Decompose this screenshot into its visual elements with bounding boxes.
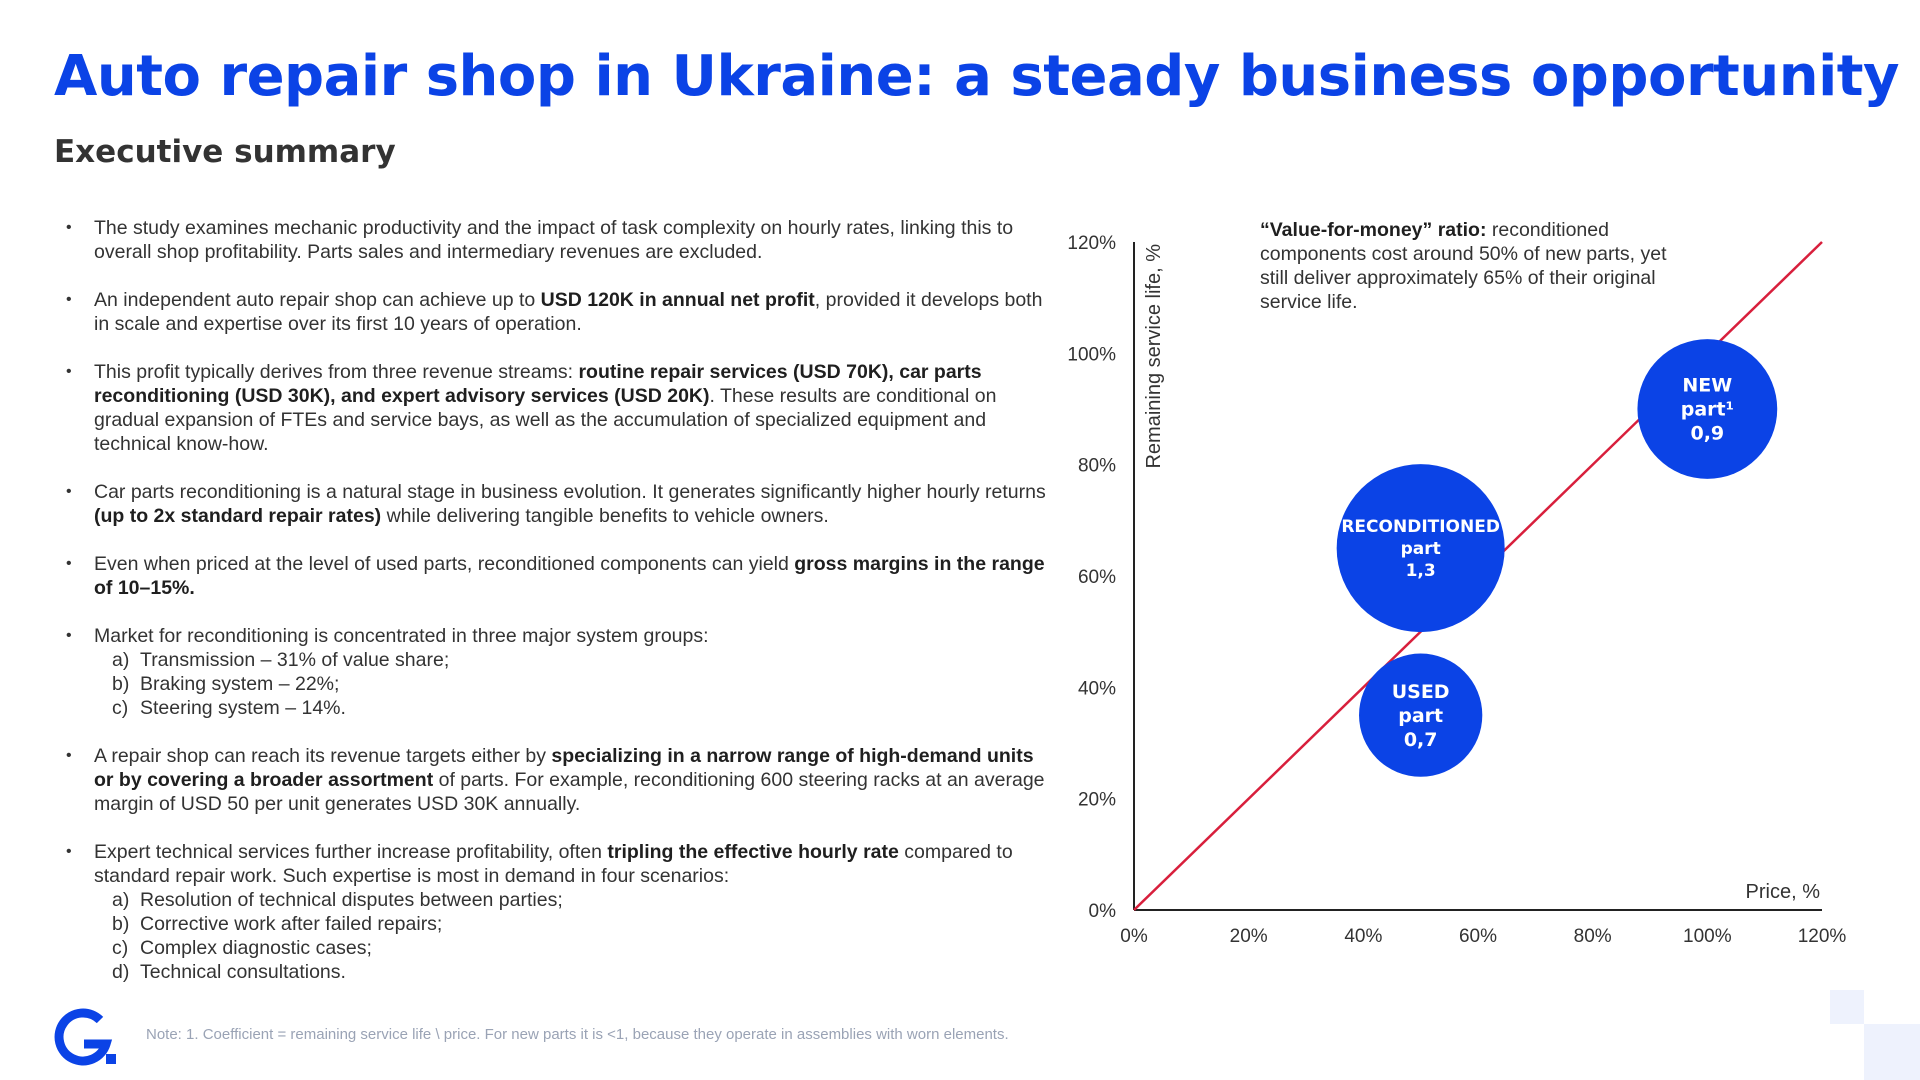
sub-list-item: b) Corrective work after failed repairs;: [94, 912, 1046, 936]
x-axis-label: Price, %: [1746, 881, 1821, 903]
bullet-text: This profit typically derives from three…: [94, 360, 1046, 456]
x-tick-label: 80%: [1574, 926, 1612, 947]
bullet-text-run: Expert technical services further increa…: [94, 841, 608, 863]
sub-list-letter: b): [112, 673, 130, 695]
sub-list: a) Transmission – 31% of value share; b) Br…: [94, 648, 1046, 720]
sub-list-item: a) Resolution of technical disputes betwe…: [94, 888, 1046, 912]
bullet-text: Market for reconditioning is concentrate…: [94, 624, 1046, 648]
sub-list-item: c) Steering system – 14%.: [94, 696, 1046, 720]
sub-list-text: Technical consultations.: [140, 961, 346, 983]
sub-list-item: b) Braking system – 22%;: [94, 672, 1046, 696]
sub-list-item: c) Complex diagnostic cases;: [94, 936, 1046, 960]
sub-list-letter: b): [112, 913, 130, 935]
bullet-text: Even when priced at the level of used pa…: [94, 552, 1046, 600]
corner-decoration: [1830, 990, 1864, 1024]
bullet-text-run: Market for reconditioning is concentrate…: [94, 625, 709, 647]
y-tick-label: 0%: [1089, 901, 1117, 922]
bubble-label: RECONDITIONED: [1341, 517, 1500, 537]
bullet-text-run: The study examines mechanic productivity…: [94, 217, 1014, 263]
annotation-text: reconditioned components cost around 50%…: [1260, 219, 1667, 313]
sub-list-text: Transmission – 31% of value share;: [140, 649, 450, 671]
y-tick-label: 20%: [1078, 790, 1116, 811]
bullet-text-bold: specializing in a narrow range of high-d…: [94, 745, 1034, 791]
bullet-text-bold: routine repair services (USD 70K), car p…: [94, 361, 982, 407]
x-tick-label: 100%: [1683, 926, 1732, 947]
sub-list-text: Braking system – 22%;: [140, 673, 340, 695]
sub-list-text: Steering system – 14%.: [140, 697, 346, 719]
bullet-text-run: compared to standard repair work. Such e…: [94, 841, 1013, 887]
summary-bullet-list: The study examines mechanic productivity…: [66, 216, 1046, 1008]
summary-bullet: An independent auto repair shop can achi…: [66, 288, 1046, 336]
bullet-text: An independent auto repair shop can achi…: [94, 288, 1046, 336]
bubble: [1359, 653, 1483, 777]
bullet-text-run: Even when priced at the level of used pa…: [94, 553, 795, 575]
summary-bullet: Market for reconditioning is concentrate…: [66, 624, 1046, 720]
bullet-text-run: while delivering tangible benefits to ve…: [381, 505, 829, 527]
bullet-text-run: of parts. For example, reconditioning 60…: [94, 769, 1045, 815]
chart-annotation: “Value-for-money” ratio: reconditioned c…: [1260, 218, 1680, 314]
bullet-text-run: Car parts reconditioning is a natural st…: [94, 481, 1046, 503]
bullet-text-bold: tripling the effective hourly rate: [607, 841, 899, 863]
x-tick-label: 40%: [1344, 926, 1382, 947]
bullet-text: Expert technical services further increa…: [94, 840, 1046, 888]
page-subtitle: Executive summary: [54, 134, 396, 170]
sub-list-text: Complex diagnostic cases;: [140, 937, 372, 959]
sub-list: a) Resolution of technical disputes betwe…: [94, 888, 1046, 984]
x-tick-label: 120%: [1798, 926, 1847, 947]
sub-list-item: d) Technical consultations.: [94, 960, 1046, 984]
bubble-label: 0,9: [1690, 423, 1724, 445]
bubble: [1637, 339, 1778, 479]
bullet-text: A repair shop can reach its revenue targ…: [94, 744, 1046, 816]
sub-list-letter: a): [112, 649, 130, 671]
sub-list-item: a) Transmission – 31% of value share;: [94, 648, 1046, 672]
bullet-text-bold: (up to 2x standard repair rates): [94, 505, 382, 527]
bubble-label: part¹: [1681, 399, 1734, 421]
y-tick-label: 80%: [1078, 456, 1116, 477]
bullet-text-bold: gross margins in the range of 10–15%.: [94, 553, 1045, 599]
sub-list-text: Resolution of technical disputes between…: [140, 889, 563, 911]
bullet-text-run: A repair shop can reach its revenue targ…: [94, 745, 552, 767]
bubble: [1336, 464, 1505, 633]
sub-list-text: Corrective work after failed repairs;: [140, 913, 443, 935]
bullet-text-run: , provided it develops both in scale and…: [94, 289, 1043, 335]
summary-bullet: Even when priced at the level of used pa…: [66, 552, 1046, 600]
sub-list-letter: c): [112, 697, 129, 719]
sub-list-letter: a): [112, 889, 130, 911]
sub-list-letter: d): [112, 961, 130, 983]
bubble-label: part: [1398, 705, 1443, 727]
summary-bullet: Expert technical services further increa…: [66, 840, 1046, 984]
bubble-label: 0,7: [1404, 729, 1438, 751]
bullet-text: Car parts reconditioning is a natural st…: [94, 480, 1046, 528]
bullet-text-run: This profit typically derives from three…: [94, 361, 579, 383]
summary-bullet: This profit typically derives from three…: [66, 360, 1046, 456]
y-tick-label: 60%: [1078, 567, 1116, 588]
footnote: Note: 1. Coefficient = remaining service…: [146, 1026, 1009, 1043]
chart-svg: 0% 20% 40% 60% 80% 100% 120% 0% 20% 40% 60% 80% 100%…: [1067, 233, 1847, 947]
page-title: Auto repair shop in Ukraine: a steady bu…: [54, 44, 1900, 109]
value-for-money-chart: 0% 20% 40% 60% 80% 100% 120% 0% 20% 40% 60% 80% 100%…: [1040, 200, 1860, 960]
x-tick-label: 0%: [1120, 926, 1148, 947]
summary-bullet: Car parts reconditioning is a natural st…: [66, 480, 1046, 528]
sub-list-letter: c): [112, 937, 129, 959]
bullet-text: The study examines mechanic productivity…: [94, 216, 1046, 264]
bubble-label: 1,3: [1406, 561, 1436, 581]
bullet-text-run: An independent auto repair shop can achi…: [94, 289, 541, 311]
y-tick-label: 120%: [1067, 233, 1116, 254]
bullet-text-bold: USD 120K in annual net profit: [540, 289, 815, 311]
bubble-label: USED: [1392, 681, 1450, 703]
y-tick-label: 40%: [1078, 678, 1116, 699]
y-axis-label: Remaining service life, %: [1143, 244, 1165, 469]
bubble-label: part: [1401, 539, 1441, 559]
bubble-label: NEW: [1682, 375, 1732, 397]
y-tick-label: 100%: [1067, 344, 1116, 365]
summary-bullet: The study examines mechanic productivity…: [66, 216, 1046, 264]
x-tick-label: 20%: [1230, 926, 1268, 947]
annotation-bold: “Value-for-money” ratio:: [1260, 219, 1487, 241]
bullet-text-run: . These results are conditional on gradu…: [94, 385, 997, 455]
summary-bullet: A repair shop can reach its revenue targ…: [66, 744, 1046, 816]
x-tick-label: 60%: [1459, 926, 1497, 947]
company-logo-icon: [54, 1008, 116, 1066]
corner-decoration: [1864, 1024, 1920, 1080]
